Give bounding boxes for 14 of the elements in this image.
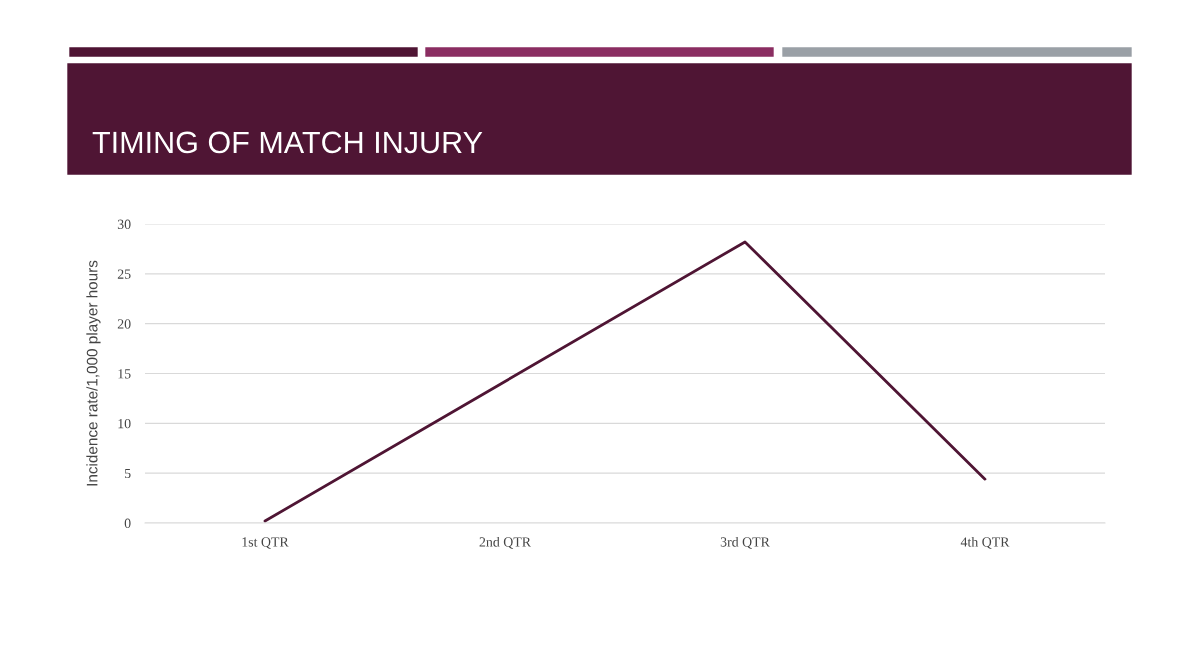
y-tick-label: 15 [118,369,131,379]
y-tick-label: 0 [124,518,131,528]
y-axis-title: Incidence rate/1,000 player hours [86,260,101,486]
chart-title: TIMING OF MATCH INJURY [92,131,483,154]
x-tick-label: 2nd QTR [479,536,532,549]
x-tick-label: 1st QTR [242,537,289,549]
x-tick-label: 4th QTR [960,536,1010,549]
x-tick-label: 3rd QTR [720,536,770,549]
y-tick-label: 30 [117,219,131,229]
line-series [263,240,987,523]
y-tick-label: 20 [117,319,131,329]
y-tick-label: 10 [118,418,131,429]
y-tick-label: 5 [124,468,131,479]
y-tick-label: 25 [117,269,131,279]
